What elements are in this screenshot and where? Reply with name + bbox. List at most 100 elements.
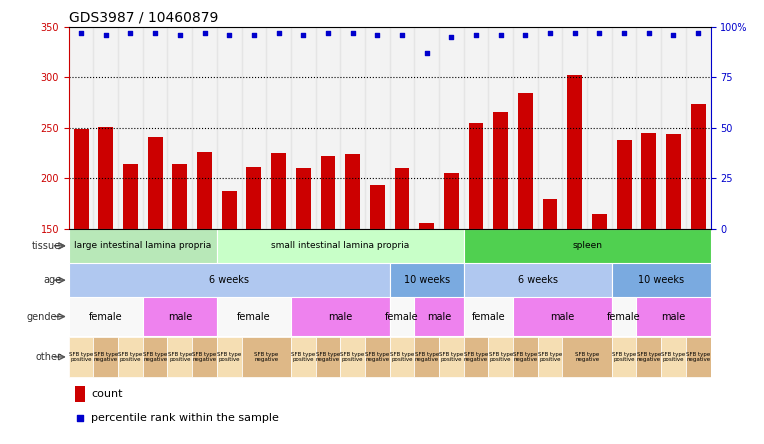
Text: other: other [35, 352, 61, 362]
Point [486, 281, 498, 289]
Bar [193, 337, 217, 377]
Bar [390, 297, 414, 336]
Bar [143, 297, 217, 336]
Point [618, 29, 630, 36]
Point [668, 31, 680, 38]
Bar [118, 337, 143, 377]
Bar [686, 27, 711, 229]
Bar [439, 27, 464, 229]
Bar [538, 27, 562, 229]
Point [445, 33, 458, 40]
Bar [390, 27, 414, 229]
Text: large intestinal lamina propria: large intestinal lamina propria [74, 242, 212, 250]
Bar [316, 27, 340, 229]
Bar [488, 337, 513, 377]
Bar [340, 27, 365, 229]
Bar [217, 337, 241, 377]
Bar [291, 337, 316, 377]
Text: SFB type
negative: SFB type negative [193, 352, 217, 362]
Bar [217, 297, 291, 336]
Bar [691, 104, 706, 229]
Bar [661, 27, 686, 229]
Text: SFB type
negative: SFB type negative [365, 352, 390, 362]
Text: SFB type
negative: SFB type negative [143, 352, 167, 362]
Text: female: female [471, 312, 505, 321]
Point [420, 49, 432, 56]
Bar [488, 27, 513, 229]
Bar [93, 337, 118, 377]
Text: SFB type
positive: SFB type positive [341, 352, 364, 362]
Bar [147, 137, 163, 229]
Text: female: female [89, 312, 122, 321]
Bar [494, 112, 508, 229]
Bar [617, 140, 632, 229]
Text: SFB type
negative: SFB type negative [636, 352, 661, 362]
Text: age: age [43, 275, 61, 285]
Bar [197, 152, 212, 229]
Point [470, 31, 482, 38]
Text: male: male [329, 312, 352, 321]
Bar [345, 154, 360, 229]
Text: SFB type
positive: SFB type positive [439, 352, 464, 362]
Point [594, 29, 606, 36]
Bar [241, 27, 266, 229]
Text: SFB type
negative: SFB type negative [513, 352, 538, 362]
Bar [222, 191, 237, 229]
Point [322, 29, 334, 36]
Bar [143, 27, 167, 229]
Bar [612, 297, 636, 336]
Text: percentile rank within the sample: percentile rank within the sample [91, 412, 279, 423]
Text: 10 weeks: 10 weeks [403, 275, 450, 285]
Bar [612, 337, 636, 377]
Bar [93, 27, 118, 229]
Text: female: female [237, 312, 270, 321]
Text: male: male [168, 312, 192, 321]
Point [544, 29, 556, 36]
Bar [414, 297, 464, 336]
Bar [513, 27, 538, 229]
Text: small intestinal lamina propria: small intestinal lamina propria [271, 242, 410, 250]
Bar [167, 337, 193, 377]
Bar [69, 263, 390, 297]
Text: SFB type
negative: SFB type negative [575, 352, 599, 362]
Text: SFB type
positive: SFB type positive [538, 352, 562, 362]
Point [223, 31, 235, 38]
Bar [636, 297, 711, 336]
Bar [167, 27, 193, 229]
Bar [390, 263, 464, 297]
Bar [394, 168, 410, 229]
Bar [464, 297, 513, 336]
Point [568, 29, 581, 36]
Bar [291, 27, 316, 229]
Text: SFB type
positive: SFB type positive [118, 352, 143, 362]
Bar [69, 297, 143, 336]
Point [248, 31, 260, 38]
Point [125, 29, 137, 36]
Bar [542, 199, 558, 229]
Bar [518, 93, 533, 229]
Text: SFB type
negative: SFB type negative [686, 352, 711, 362]
Bar [419, 222, 434, 229]
Bar [513, 337, 538, 377]
Bar [296, 168, 311, 229]
Text: SFB type
positive: SFB type positive [612, 352, 636, 362]
Bar [266, 27, 291, 229]
Text: SFB type
negative: SFB type negative [415, 352, 439, 362]
Point [149, 29, 161, 36]
Bar [123, 164, 138, 229]
Bar [217, 229, 464, 263]
Text: spleen: spleen [572, 242, 602, 250]
Bar [444, 173, 458, 229]
Bar [464, 337, 488, 377]
Bar [370, 185, 385, 229]
Bar [636, 337, 661, 377]
Point [643, 29, 655, 36]
Bar [468, 123, 484, 229]
Bar [69, 229, 217, 263]
Point [520, 31, 532, 38]
Bar [612, 263, 711, 297]
Bar [241, 337, 291, 377]
Bar [636, 27, 661, 229]
Bar [666, 134, 681, 229]
Bar [271, 153, 286, 229]
